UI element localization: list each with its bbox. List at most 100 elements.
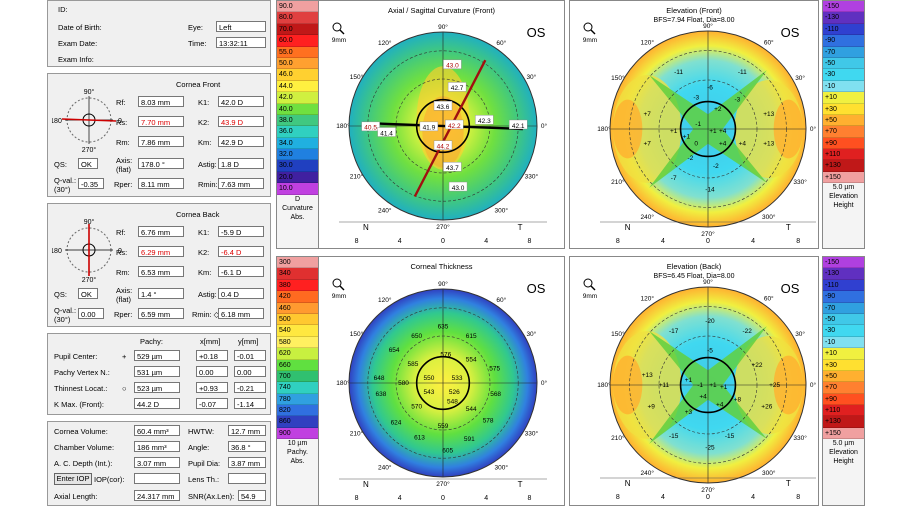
angle-300-label: 300°: [762, 213, 776, 221]
astig-field[interactable]: 1.8 D: [218, 158, 264, 169]
pachy-row-x[interactable]: -0.07: [196, 398, 228, 409]
pachy-row-value[interactable]: 44.2 D: [134, 398, 180, 409]
k1-field[interactable]: -5.9 D: [218, 226, 264, 237]
angle-30-label: 30°: [526, 330, 536, 338]
pachy-row-y[interactable]: -1.14: [234, 398, 266, 409]
km-field[interactable]: -6.1 D: [218, 266, 264, 277]
scale-step: -90: [823, 291, 864, 303]
pachy-row-value[interactable]: 531 µm: [134, 366, 180, 377]
map-value-label: -3: [693, 94, 699, 101]
pachy-row-y[interactable]: -0.21: [234, 382, 266, 393]
qs-field[interactable]: OK: [78, 288, 98, 299]
scale-step: 30.0: [277, 160, 318, 172]
cornea-back-title: Cornea Back: [176, 210, 220, 219]
time-field[interactable]: 13:32:11: [216, 37, 266, 48]
map-value-label: 654: [389, 347, 400, 354]
scale-step: -150: [823, 257, 864, 269]
lens-th-field[interactable]: [228, 473, 266, 484]
col-y-header: y[mm]: [238, 337, 259, 346]
angle-label: Angle:: [188, 443, 210, 452]
pachy-row-value[interactable]: 523 µm: [134, 382, 180, 393]
elevation-front-map[interactable]: Elevation (Front) BFS=7.94 Float, Dia=8.0…: [570, 1, 818, 248]
rs-field[interactable]: 6.29 mm: [138, 246, 184, 257]
qs-label: QS:: [54, 160, 67, 169]
zoom-icon[interactable]: [583, 278, 596, 291]
corneal-thickness-map-panel[interactable]: Corneal Thickness OS 9mm 90° 270° 120° 60° 150°…: [318, 256, 565, 506]
cornea-front-panel: Cornea Front 90° 270° 180 0 Rf: 8.03 mm …: [47, 73, 271, 197]
map-value-label: 570: [411, 403, 422, 410]
pachy-row-value[interactable]: 529 µm: [134, 350, 180, 361]
corneal-thickness-map[interactable]: Corneal Thickness OS 9mm 90° 270° 120° 60° 150°…: [319, 257, 564, 505]
x-axis-tick: 4: [398, 238, 402, 245]
rper-field[interactable]: 6.59 mm: [138, 308, 184, 319]
cornea-volume-field[interactable]: 60.4 mm³: [134, 425, 180, 436]
cornea-volume-label: Cornea Volume:: [54, 427, 108, 436]
scale-step: 80.0: [277, 12, 318, 24]
temporal-label: T: [518, 480, 523, 489]
elevation-back-map[interactable]: Elevation (Back) BFS=6.45 Float, Dia=8.00…: [570, 257, 818, 505]
eye-field[interactable]: Left: [216, 21, 266, 32]
map-value-label: -11: [674, 69, 683, 76]
map-value-label: 533: [452, 375, 463, 382]
scale-name: Pachy.: [287, 449, 308, 457]
rm-field[interactable]: 7.86 mm: [138, 136, 184, 147]
pupil-dia-field[interactable]: 3.87 mm: [228, 457, 266, 468]
rf-field[interactable]: 8.03 mm: [138, 96, 184, 107]
angle-60-label: 60°: [764, 39, 774, 47]
elevation-front-map-panel[interactable]: Elevation (Front) BFS=7.94 Float, Dia=8.0…: [569, 0, 819, 249]
k1-field[interactable]: 42.0 D: [218, 96, 264, 107]
map-value-label: 559: [438, 423, 449, 430]
zoom-icon[interactable]: [583, 22, 596, 35]
rf-field[interactable]: 6.76 mm: [138, 226, 184, 237]
angle-field[interactable]: 36.8 °: [228, 441, 266, 452]
pachy-row-y[interactable]: 0.00: [234, 366, 266, 377]
pachy-row-y[interactable]: -0.01: [234, 350, 266, 361]
km-field[interactable]: 42.9 D: [218, 136, 264, 147]
astig-field[interactable]: 0.4 D: [218, 288, 264, 299]
map-value-label: 650: [411, 333, 422, 340]
scale-step: -150: [823, 1, 864, 13]
qval-field[interactable]: -0.35: [78, 178, 104, 189]
rm-label: Rm:: [116, 268, 130, 277]
rper-field[interactable]: 8.11 mm: [138, 178, 184, 189]
qval-field[interactable]: 0.00: [78, 308, 104, 319]
pachy-row-x[interactable]: +0.18: [196, 350, 228, 361]
axis-field[interactable]: 178.0 °: [138, 158, 184, 169]
scale-step: +50: [823, 370, 864, 383]
iop-cor-label: IOP(cor):: [94, 475, 125, 484]
map-value-label: 580: [398, 380, 409, 387]
map-value-label: 638: [376, 391, 387, 398]
scale-step: 500: [277, 313, 318, 326]
k2-field[interactable]: 43.9 D: [218, 116, 264, 127]
pachy-row-x[interactable]: 0.00: [196, 366, 228, 377]
pachy-row-x[interactable]: +0.93: [196, 382, 228, 393]
qs-field[interactable]: OK: [78, 158, 98, 169]
rm-field[interactable]: 6.53 mm: [138, 266, 184, 277]
rper-label: Rper:: [114, 310, 133, 319]
km-label: Km:: [198, 138, 212, 147]
enter-iop-button[interactable]: Enter IOP: [54, 473, 92, 485]
zoom-icon[interactable]: [332, 22, 345, 35]
scale-step: -70: [823, 302, 864, 314]
elevation-back-map-panel[interactable]: Elevation (Back) BFS=6.45 Float, Dia=8.00…: [569, 256, 819, 506]
rmin-field[interactable]: 6.18 mm: [218, 308, 264, 319]
map-value-label: 526: [449, 389, 460, 396]
axial-curvature-map[interactable]: Axial / Sagittal Curvature (Front) OS 9mm 9…: [319, 1, 564, 248]
zoom-icon[interactable]: [332, 278, 345, 291]
snr-field[interactable]: 54.9: [238, 490, 266, 501]
axial-length-field[interactable]: 24.317 mm: [134, 490, 180, 501]
ac-depth-field[interactable]: 3.07 mm: [134, 457, 180, 468]
map-value-label: -7: [671, 175, 677, 182]
hwtw-field[interactable]: 12.7 mm: [228, 425, 266, 436]
axis-field[interactable]: 1.4 °: [138, 288, 184, 299]
iop-cor-field[interactable]: [134, 473, 180, 484]
scale-step: 780: [277, 393, 318, 406]
chamber-volume-field[interactable]: 186 mm³: [134, 441, 180, 452]
axial-curvature-map-panel[interactable]: Axial / Sagittal Curvature (Front) OS 9mm 9…: [318, 0, 565, 249]
k2-field[interactable]: -6.4 D: [218, 246, 264, 257]
rmin-field[interactable]: 7.63 mm: [218, 178, 264, 189]
rs-field[interactable]: 7.70 mm: [138, 116, 184, 127]
map-value-label: +4: [719, 141, 727, 148]
scale-step: 60.0: [277, 35, 318, 47]
angle-210-label: 210°: [611, 434, 625, 442]
